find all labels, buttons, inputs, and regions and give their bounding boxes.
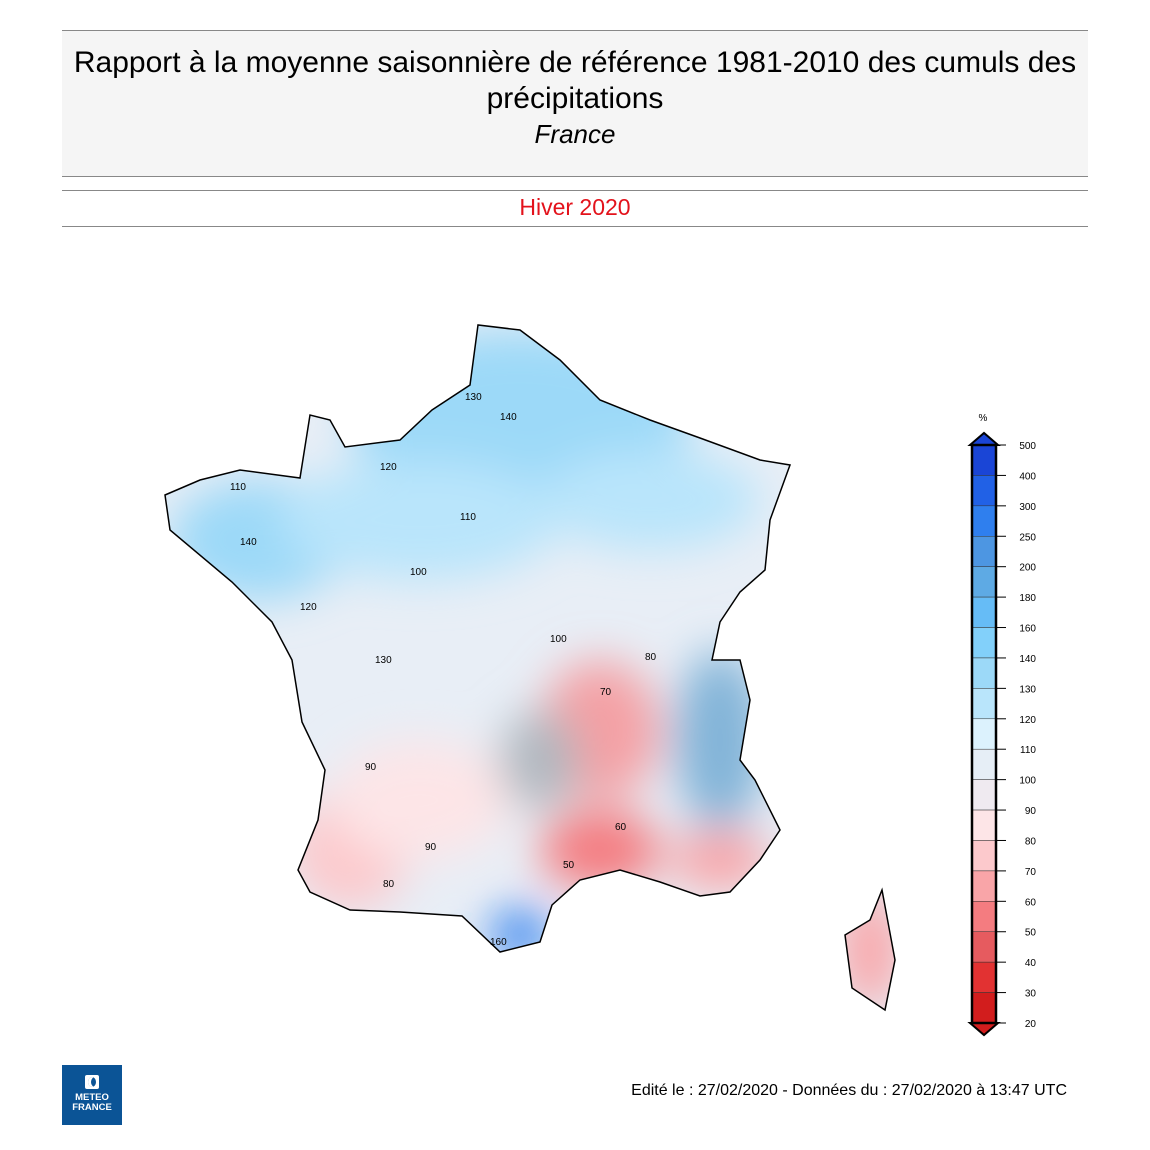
- legend-tick-label: 160: [1019, 624, 1036, 635]
- legend-tick-label: 90: [1025, 806, 1037, 817]
- legend-max-arrow: [967, 431, 1001, 446]
- period-label: Hiver 2020: [62, 190, 1088, 227]
- legend-band: [971, 840, 997, 872]
- header: Rapport à la moyenne saisonnière de réfé…: [62, 30, 1088, 177]
- legend-band: [971, 536, 997, 567]
- contour-label: 70: [600, 687, 612, 698]
- legend-tick-label: 180: [1019, 593, 1036, 604]
- legend-band: [971, 505, 997, 537]
- contour-label: 130: [465, 392, 482, 403]
- contour-label: 80: [383, 879, 395, 890]
- logo-text: FRANCE: [72, 1102, 112, 1113]
- contour-label: 60: [615, 822, 627, 833]
- legend-tick-label: 60: [1025, 897, 1037, 908]
- legend-band: [971, 870, 997, 902]
- legend-tick-label: 250: [1019, 532, 1036, 543]
- legend-band: [971, 627, 997, 659]
- meteo-france-logo: METEO FRANCE: [62, 1065, 122, 1125]
- legend-tick-label: 110: [1020, 745, 1036, 756]
- contour-label: 80: [645, 652, 657, 663]
- contour-label: 110: [460, 512, 476, 523]
- precipitation-field: [165, 325, 895, 1010]
- map-title: Rapport à la moyenne saisonnière de réfé…: [73, 46, 1077, 115]
- region-label: France: [534, 119, 616, 149]
- legend-band: [971, 748, 997, 780]
- legend-band: [971, 444, 997, 476]
- legend-band: [971, 718, 997, 750]
- legend-unit: %: [979, 413, 988, 424]
- contour-label: 160: [490, 937, 507, 948]
- legend-band: [971, 931, 997, 963]
- contour-labels: 130 140 120 110 100 90 80 70 60 50 140 1…: [230, 392, 657, 948]
- legend-tick-label: 70: [1025, 867, 1037, 878]
- legend-band: [971, 566, 997, 598]
- contour-label: 130: [375, 655, 392, 666]
- contour-label: 120: [380, 462, 397, 473]
- contour-label: 90: [365, 762, 377, 773]
- legend-tick-label: 130: [1019, 684, 1036, 695]
- logo-text: METEO: [75, 1092, 109, 1103]
- legend-min-arrow: [967, 1022, 1001, 1037]
- legend-tick-label: 80: [1025, 836, 1037, 847]
- legend-tick-label: 50: [1025, 928, 1037, 939]
- legend-band: [971, 961, 997, 993]
- legend-band: [971, 901, 997, 932]
- edit-date-footer: Edité le : 27/02/2020 - Données du : 27/…: [631, 1082, 1067, 1099]
- legend-tick-label: 120: [1019, 715, 1036, 726]
- legend-band: [971, 475, 997, 507]
- legend-band: [971, 809, 997, 841]
- legend-tick-label: 100: [1019, 776, 1036, 787]
- legend-tick-label: 200: [1019, 563, 1036, 574]
- corsica-outline: [844, 887, 896, 1012]
- contour-label: 140: [240, 537, 257, 548]
- contour-label: 100: [550, 634, 567, 645]
- legend-band: [971, 596, 997, 628]
- legend-tick-label: 140: [1019, 654, 1036, 665]
- contour-label: 120: [300, 602, 317, 613]
- contour-label: 100: [410, 567, 427, 578]
- legend-tick-label: 500: [1019, 441, 1036, 452]
- legend-tick-label: 20: [1025, 1019, 1037, 1030]
- legend-tick-label: 400: [1019, 471, 1036, 482]
- legend-tick-label: 40: [1025, 958, 1037, 969]
- legend-band: [971, 779, 997, 811]
- legend-tick-label: 300: [1019, 502, 1036, 513]
- logo-icon: [85, 1075, 99, 1089]
- contour-label: 110: [230, 482, 246, 493]
- contour-label: 140: [500, 412, 517, 423]
- contour-label: 50: [563, 860, 575, 871]
- legend-band: [971, 688, 997, 720]
- legend-frame: [970, 443, 998, 1025]
- legend-band: [971, 992, 997, 1024]
- contour-label: 90: [425, 842, 437, 853]
- legend-tick-label: 30: [1025, 989, 1037, 1000]
- color-legend: % 500 400 300 250 200 180 160 140 130 120 110 100 90…: [967, 413, 1037, 1037]
- legend-band: [971, 657, 997, 689]
